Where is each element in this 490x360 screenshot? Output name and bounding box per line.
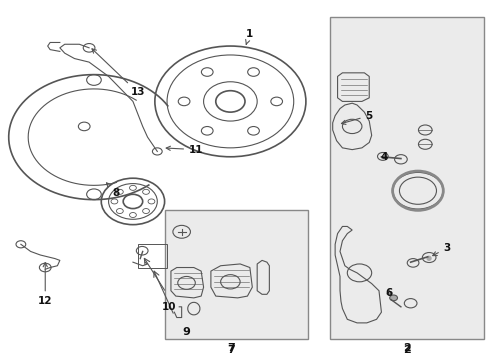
Text: 11: 11 [166, 145, 203, 155]
Text: 7: 7 [228, 345, 236, 355]
Bar [138, 244, 167, 267]
Text: 10: 10 [162, 302, 177, 312]
Text: 7: 7 [228, 343, 236, 353]
Circle shape [390, 295, 397, 301]
Text: ●: ● [426, 255, 432, 261]
Text: 6: 6 [385, 288, 392, 297]
Text: 9: 9 [183, 327, 191, 337]
Text: 2: 2 [403, 343, 411, 353]
Bar [330, 18, 484, 339]
Text: 12: 12 [38, 262, 52, 306]
Text: 3: 3 [433, 243, 451, 256]
Text: 8: 8 [106, 183, 120, 198]
Text: 1: 1 [245, 28, 253, 44]
Text: 2: 2 [403, 345, 411, 355]
Bar [165, 210, 308, 339]
Text: 5: 5 [342, 111, 373, 125]
Text: 4: 4 [380, 152, 388, 162]
Text: 13: 13 [92, 49, 145, 98]
